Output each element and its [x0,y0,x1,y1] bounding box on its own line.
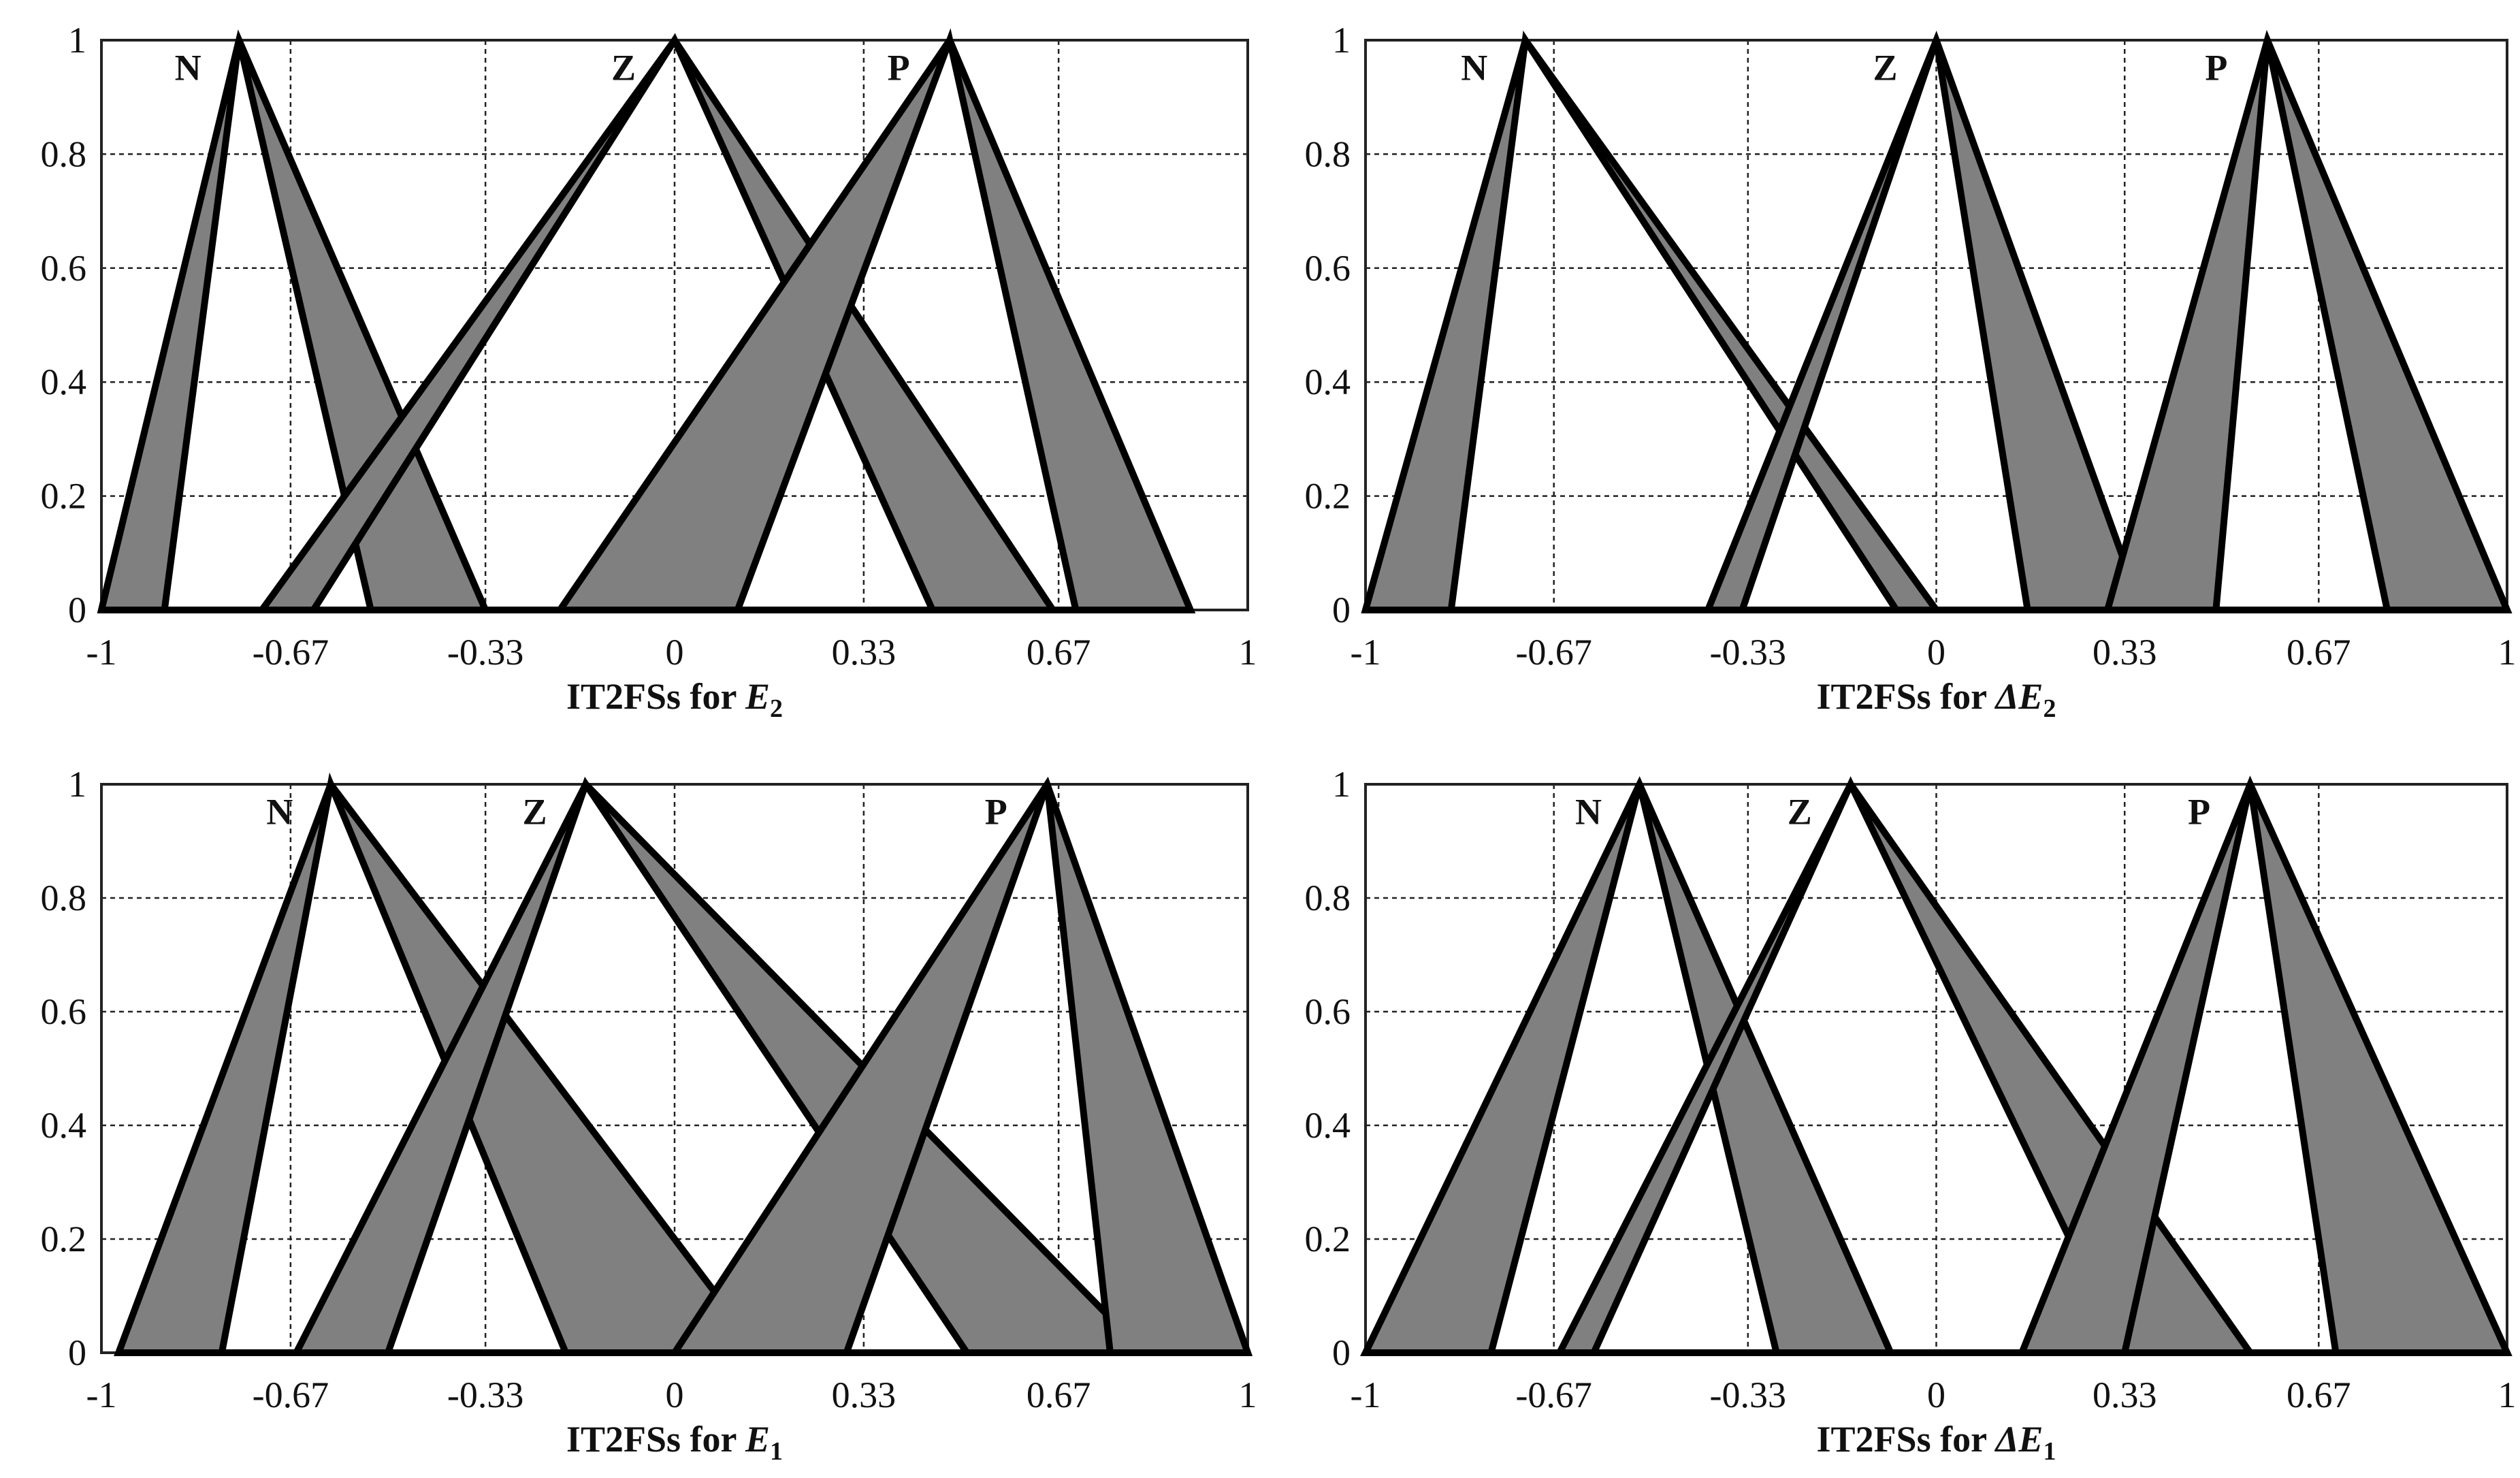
x-tick-label: -1 [1351,1375,1381,1415]
x-tick-label: 0.67 [1027,1375,1091,1415]
fuzzy-set-Z [1702,30,2147,613]
fuzzy-set-N [1361,30,1943,613]
x-tick-label: 1 [2498,1375,2517,1415]
subplot-1: N Z P -1 -0.67 -0.33 0 0.33 0.67 1 0 0.2 0.4 0.6 0.8 1 I… [1305,20,2517,723]
x-tick-label: 1 [2498,632,2517,673]
title-subscript: 2 [770,694,783,723]
y-tick-label: 0.6 [1305,991,1351,1032]
subplot-title: IT2FSs for E2 [566,676,783,723]
fuzzy-set-P [2016,775,2513,1356]
x-tick-label: -0.33 [1710,632,1786,673]
set-label: N [1575,791,1602,832]
y-tick-label: 0.4 [1305,362,1351,402]
y-tick-label: 0.6 [41,991,87,1032]
title-variable: E [745,1419,770,1460]
x-tick-label: 0 [1927,1375,1945,1415]
set-label: N [175,48,201,89]
x-tick-label: 0 [666,632,684,673]
x-tick-label: 0.33 [2093,1375,2157,1415]
set-label: P [2205,48,2227,89]
fuzzy-set-P [2103,29,2513,613]
y-tick-label: 0 [68,1332,86,1373]
x-tick-label: 1 [1239,1375,1257,1415]
set-label: Z [611,48,636,89]
title-subscript: 1 [770,1437,783,1466]
subplot-title: IT2FSs for E1 [566,1419,783,1466]
x-tick-label: 0 [666,1375,684,1415]
y-tick-label: 0.6 [1305,248,1351,289]
y-tick-label: 0 [1332,1332,1351,1373]
x-tick-label: 0.33 [832,1375,896,1415]
y-tick-label: 0.8 [41,878,87,918]
y-tick-label: 0.2 [41,1219,87,1259]
set-label: P [985,791,1007,832]
set-label: P [2188,791,2210,832]
y-tick-label: 0.6 [41,248,87,289]
y-tick-label: 0.4 [41,362,87,402]
x-tick-label: -0.67 [1515,1375,1592,1415]
y-tick-label: 1 [1332,20,1351,61]
x-tick-label: -0.67 [253,1375,329,1415]
subplot-title: IT2FSs for ΔE2 [1817,676,2056,723]
x-tick-label: 0 [1927,632,1945,673]
x-tick-label: 0.33 [832,632,896,673]
subplot-2: N Z P-1 -0.67 -0.33 0 0.33 0.67 100.20.40.60.81I… [41,764,1257,1466]
y-tick-label: 0.8 [1305,878,1351,918]
y-tick-label: 0.8 [1305,133,1351,174]
title-subscript: 1 [2043,1437,2056,1466]
x-tick-label: 0.67 [1027,632,1091,673]
y-tick-label: 1 [68,764,86,805]
subplot-3: N Z P-1 -0.67 -0.33 0 0.33 0.67 100.20.40.60.81I… [1305,764,2517,1466]
x-tick-label: 0.33 [2093,632,2157,673]
x-tick-label: -0.33 [447,632,523,673]
y-tick-label: 0.2 [1305,1219,1351,1259]
title-subscript: 2 [2043,694,2056,723]
set-label: N [1461,48,1487,89]
set-label: Z [1873,48,1897,89]
y-tick-label: 0 [68,590,86,630]
title-variable: ΔE [1994,676,2044,717]
x-tick-label: 0.67 [2287,1375,2351,1415]
x-tick-label: 1 [1239,632,1257,673]
set-label: N [266,791,293,832]
x-tick-label: -1 [86,632,117,673]
title-prefix: IT2FSs for [566,1419,745,1460]
title-prefix: IT2FSs for [1817,1419,1996,1460]
title-variable: ΔE [1994,1419,2044,1460]
fuzzy-set-N [97,29,491,613]
fuzzy-set-P [553,28,1196,613]
x-tick-label: -0.67 [253,632,329,673]
y-tick-label: 0.2 [1305,476,1351,517]
y-tick-label: 1 [68,20,86,61]
x-tick-label: -0.33 [447,1375,523,1415]
x-tick-label: -1 [1351,632,1381,673]
x-tick-label: -0.33 [1710,1375,1786,1415]
subplot-0: N Z P -1 -0.67 -0.33 0 0.33 0.67 1 0 0.2 0.4 0.6 0.8 1 I… [41,20,1257,723]
y-tick-label: 1 [1332,764,1351,805]
y-tick-label: 0.4 [41,1105,87,1146]
title-prefix: IT2FSs for [1817,676,1996,717]
title-variable: E [745,676,770,717]
x-tick-label: -0.67 [1515,632,1592,673]
subplot-title: IT2FSs for ΔE1 [1817,1419,2056,1466]
x-tick-label: -1 [86,1375,117,1415]
title-prefix: IT2FSs for [566,676,745,717]
y-tick-label: 0.2 [41,476,87,517]
y-tick-label: 0 [1332,590,1351,630]
fuzzy-set-P [668,776,1253,1356]
x-tick-label: 0.67 [2287,632,2351,673]
y-tick-label: 0.8 [41,133,87,174]
set-label: P [888,48,910,89]
set-label: Z [1788,791,1812,832]
set-label: Z [522,791,547,832]
y-tick-label: 0.4 [1305,1105,1351,1146]
